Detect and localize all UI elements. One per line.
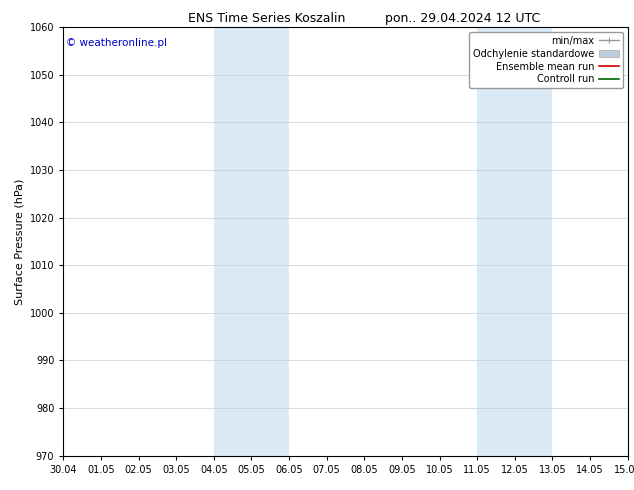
Bar xyxy=(477,27,552,456)
Bar xyxy=(214,27,289,456)
Y-axis label: Surface Pressure (hPa): Surface Pressure (hPa) xyxy=(14,178,24,304)
Text: pon.. 29.04.2024 12 UTC: pon.. 29.04.2024 12 UTC xyxy=(385,12,540,25)
Legend: min/max, Odchylenie standardowe, Ensemble mean run, Controll run: min/max, Odchylenie standardowe, Ensembl… xyxy=(469,32,623,88)
Text: © weatheronline.pl: © weatheronline.pl xyxy=(66,38,167,48)
Text: ENS Time Series Koszalin: ENS Time Series Koszalin xyxy=(188,12,345,25)
